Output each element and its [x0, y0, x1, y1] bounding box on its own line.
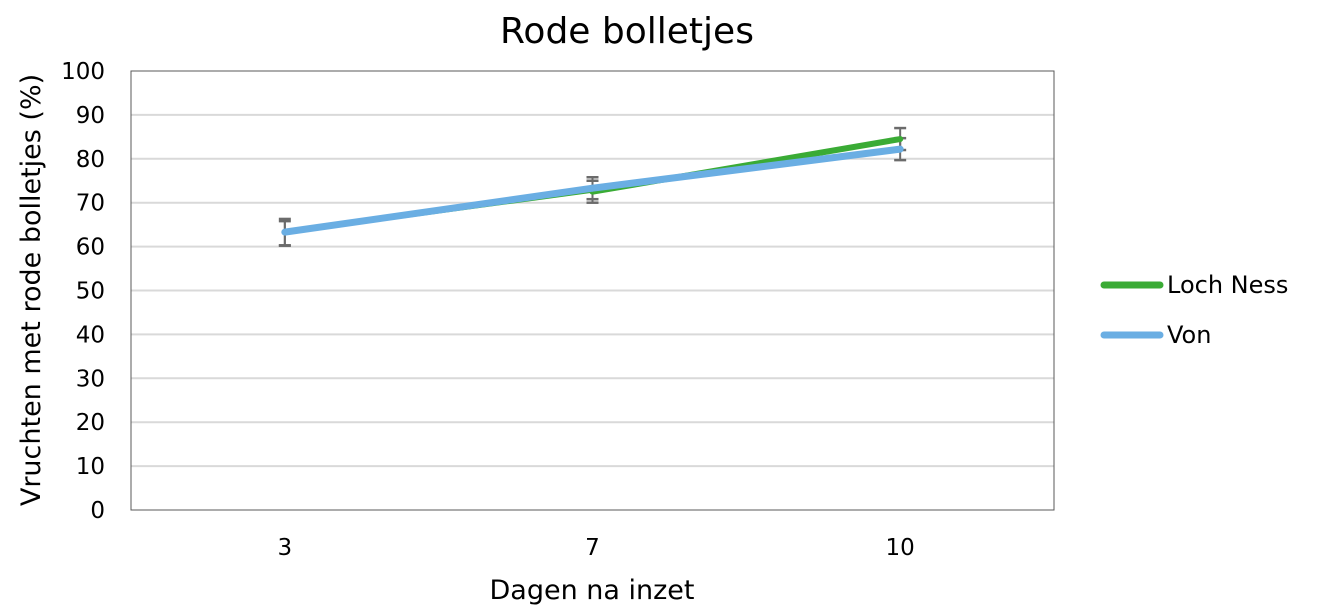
series-line-segment: [589, 145, 904, 192]
y-tick-label: 0: [90, 498, 105, 524]
y-tick-label: 20: [76, 410, 105, 436]
legend: Loch Ness Von: [1100, 271, 1288, 349]
data-point: [283, 230, 287, 234]
data-point: [898, 147, 902, 151]
y-tick-label: 40: [76, 322, 105, 348]
y-axis-ticks: 0 10 20 30 40 50 60 70 80 90 100: [61, 59, 105, 524]
series-lines: [281, 136, 904, 236]
y-tick-label: 30: [76, 366, 105, 392]
legend-item: Loch Ness: [1100, 271, 1288, 299]
y-tick-label: 50: [76, 279, 105, 305]
x-axis-ticks: 3 7 10: [278, 535, 915, 561]
legend-item: Von: [1100, 321, 1211, 349]
chart-title: Rode bolletjes: [500, 11, 754, 52]
y-tick-label: 100: [61, 59, 105, 85]
y-tick-label: 10: [76, 454, 105, 480]
x-tick-label: 10: [886, 535, 915, 561]
gridlines: [131, 113, 1054, 468]
plot-area-frame: [130, 70, 1055, 511]
series-line-segment: [281, 184, 596, 236]
legend-label: Loch Ness: [1167, 271, 1288, 299]
legend-label: Von: [1167, 321, 1211, 349]
x-tick-label: 3: [278, 535, 293, 561]
x-tick-label: 7: [585, 535, 600, 561]
data-point: [898, 137, 902, 141]
y-tick-label: 70: [76, 191, 105, 217]
y-axis-label: Vruchten met rode bolletjes (%): [16, 74, 47, 506]
y-tick-label: 90: [76, 103, 105, 129]
y-tick-label: 60: [76, 235, 105, 261]
data-point: [591, 186, 594, 190]
y-tick-label: 80: [76, 147, 105, 173]
series-von: [281, 145, 904, 236]
x-axis-label: Dagen na inzet: [489, 575, 694, 606]
